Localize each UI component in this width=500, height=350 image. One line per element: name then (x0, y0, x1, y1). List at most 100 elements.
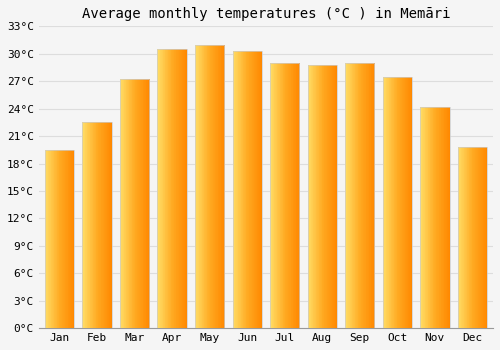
Bar (131, 79, 132, 328)
Bar (334, 65, 336, 328)
Bar (128, 79, 130, 328)
Bar (196, 44, 197, 328)
Bar (66, 150, 67, 328)
Bar (180, 49, 181, 328)
Bar (280, 63, 281, 328)
Bar (181, 49, 182, 328)
Bar (374, 63, 375, 328)
Bar (136, 79, 137, 328)
Bar (169, 49, 170, 328)
Bar (396, 77, 398, 328)
Bar (238, 51, 240, 328)
Bar (120, 79, 149, 328)
Bar (466, 147, 468, 328)
Bar (100, 122, 102, 328)
Bar (472, 147, 474, 328)
Bar (316, 65, 318, 328)
Bar (446, 107, 448, 328)
Bar (406, 77, 407, 328)
Bar (72, 150, 73, 328)
Bar (437, 107, 438, 328)
Bar (237, 51, 238, 328)
Bar (279, 63, 280, 328)
Bar (276, 63, 278, 328)
Bar (315, 65, 316, 328)
Bar (290, 63, 291, 328)
Bar (243, 51, 244, 328)
Bar (482, 147, 484, 328)
Bar (52, 150, 53, 328)
Bar (296, 63, 298, 328)
Bar (460, 147, 462, 328)
Bar (90, 122, 91, 328)
Bar (198, 44, 199, 328)
Bar (468, 147, 469, 328)
Bar (172, 49, 173, 328)
Bar (362, 63, 364, 328)
Bar (139, 79, 140, 328)
Bar (350, 63, 352, 328)
Bar (390, 77, 392, 328)
Bar (197, 44, 198, 328)
Bar (408, 77, 410, 328)
Bar (245, 51, 246, 328)
Bar (247, 51, 248, 328)
Bar (476, 147, 477, 328)
Bar (477, 147, 478, 328)
Bar (216, 44, 218, 328)
Bar (204, 44, 205, 328)
Bar (68, 150, 70, 328)
Bar (360, 63, 361, 328)
Bar (239, 51, 240, 328)
Bar (219, 44, 220, 328)
Bar (312, 65, 313, 328)
Bar (98, 122, 99, 328)
Bar (407, 77, 408, 328)
Bar (183, 49, 184, 328)
Bar (328, 65, 329, 328)
Bar (258, 51, 259, 328)
Bar (458, 147, 460, 328)
Bar (120, 79, 121, 328)
Bar (481, 147, 482, 328)
Bar (201, 44, 202, 328)
Bar (421, 107, 422, 328)
Bar (234, 51, 236, 328)
Bar (104, 122, 106, 328)
Bar (273, 63, 274, 328)
Bar (346, 63, 347, 328)
Bar (382, 77, 384, 328)
Bar (278, 63, 279, 328)
Bar (91, 122, 92, 328)
Bar (70, 150, 72, 328)
Bar (460, 147, 461, 328)
Bar (365, 63, 366, 328)
Bar (422, 107, 423, 328)
Bar (259, 51, 260, 328)
Bar (175, 49, 176, 328)
Bar (166, 49, 168, 328)
Bar (125, 79, 126, 328)
Bar (203, 44, 204, 328)
Bar (214, 44, 215, 328)
Bar (209, 44, 210, 328)
Bar (178, 49, 180, 328)
Bar (370, 63, 371, 328)
Bar (428, 107, 430, 328)
Bar (297, 63, 298, 328)
Bar (138, 79, 140, 328)
Bar (400, 77, 402, 328)
Bar (395, 77, 396, 328)
Bar (127, 79, 128, 328)
Bar (334, 65, 335, 328)
Bar (260, 51, 262, 328)
Bar (144, 79, 145, 328)
Bar (99, 122, 100, 328)
Bar (158, 49, 186, 328)
Bar (289, 63, 290, 328)
Bar (362, 63, 363, 328)
Bar (333, 65, 334, 328)
Bar (326, 65, 327, 328)
Bar (440, 107, 441, 328)
Bar (330, 65, 332, 328)
